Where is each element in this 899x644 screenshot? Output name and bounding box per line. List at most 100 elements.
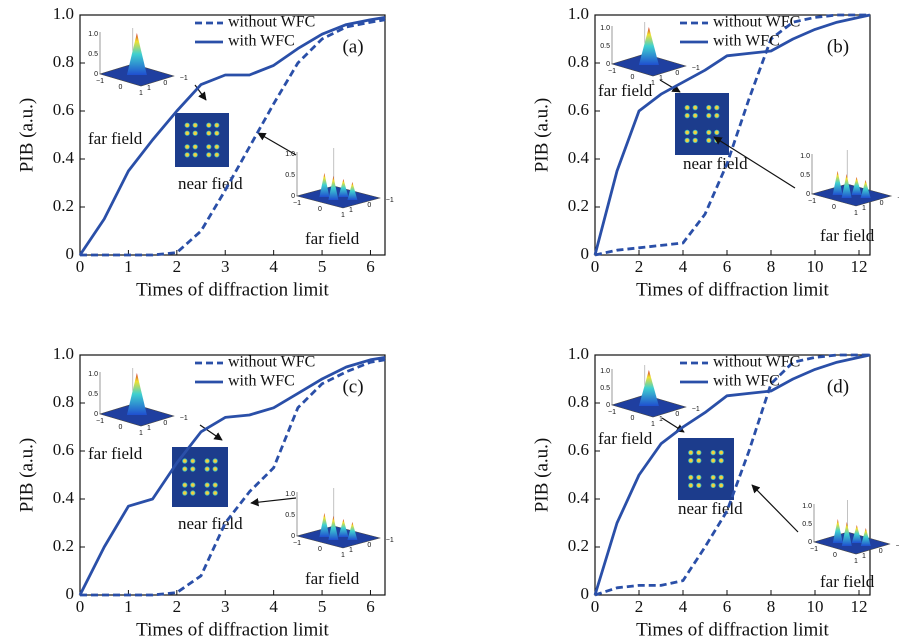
spot xyxy=(191,467,195,471)
spot xyxy=(693,138,697,142)
spot xyxy=(207,153,211,157)
inset-x-tick-label: 0 xyxy=(833,552,837,559)
inset-x-tick-label: −1 xyxy=(808,198,816,205)
inset-x-tick-label: 1 xyxy=(139,90,143,97)
near-field-image xyxy=(172,447,228,507)
spot xyxy=(213,467,217,471)
inset-z-tick-label: 1.0 xyxy=(600,368,610,375)
inset-peak xyxy=(639,370,659,406)
inset-x-tick-label: −1 xyxy=(810,546,818,553)
far-field-inset: 00.51.0−1−10011 xyxy=(88,28,188,97)
y-tick-label: 0.6 xyxy=(568,440,589,459)
inset-y-tick-label: 1 xyxy=(659,416,663,423)
spot xyxy=(185,153,189,157)
spot xyxy=(215,153,219,157)
legend-label: without WFC xyxy=(228,354,315,371)
inset-y-tick-label: 0 xyxy=(163,420,167,427)
inset-z-tick-label: 0 xyxy=(94,411,98,418)
inset-z-tick-label: 0.5 xyxy=(600,385,610,392)
spot xyxy=(213,491,217,495)
far-field-inset: 00.51.0−1−10011 xyxy=(802,500,899,565)
spot xyxy=(183,467,187,471)
inset-x-tick-label: 0 xyxy=(631,415,635,422)
inset-y-tick-label: 1 xyxy=(862,205,866,212)
spot xyxy=(193,123,197,127)
inset-x-tick-label: 0 xyxy=(119,424,123,431)
x-tick-label: 3 xyxy=(221,597,230,616)
inset-y-tick-label: 0 xyxy=(880,200,884,207)
inset-z-tick-label: 0 xyxy=(291,193,295,200)
x-axis-title: Times of diffraction limit xyxy=(136,619,329,640)
inset-y-tick-label: −1 xyxy=(386,537,394,544)
spot xyxy=(191,491,195,495)
y-tick-label: 0.6 xyxy=(53,440,74,459)
spot xyxy=(707,113,711,117)
y-axis-title: PIB (a.u.) xyxy=(16,98,37,172)
spot xyxy=(719,483,723,487)
y-tick-label: 0.4 xyxy=(53,488,75,507)
spot xyxy=(707,105,711,109)
inset-z-tick-label: 0.5 xyxy=(802,521,812,528)
x-tick-label: 4 xyxy=(679,597,688,616)
legend-label: with WFC xyxy=(228,33,295,50)
inset-z-tick-label: 0.5 xyxy=(800,172,810,179)
inset-peak xyxy=(833,171,843,195)
spot xyxy=(207,123,211,127)
inset-label: far field xyxy=(598,81,653,100)
y-tick-label: 0.8 xyxy=(568,52,589,71)
x-tick-label: 12 xyxy=(851,597,868,616)
spot xyxy=(711,450,715,454)
inset-x-tick-label: −1 xyxy=(96,418,104,425)
spot xyxy=(215,131,219,135)
spot xyxy=(685,105,689,109)
x-tick-label: 6 xyxy=(723,597,732,616)
spot xyxy=(183,483,187,487)
spot xyxy=(193,153,197,157)
spot xyxy=(685,130,689,134)
y-axis-title: PIB (a.u.) xyxy=(16,438,37,512)
inset-x-tick-label: −1 xyxy=(293,540,301,547)
inset-y-tick-label: 1 xyxy=(147,85,151,92)
y-tick-label: 0.6 xyxy=(568,100,589,119)
far-field-inset: 00.51.0−1−10011 xyxy=(600,365,700,428)
spot xyxy=(191,459,195,463)
y-tick-label: 0 xyxy=(581,244,590,263)
spot xyxy=(711,475,715,479)
series-line xyxy=(80,357,385,595)
inset-label: far field xyxy=(305,569,360,588)
spot xyxy=(719,475,723,479)
x-axis-title: Times of diffraction limit xyxy=(636,279,829,300)
y-tick-label: 0.2 xyxy=(568,196,589,215)
legend-label: without WFC xyxy=(713,354,800,371)
spot xyxy=(719,458,723,462)
y-tick-label: 0.4 xyxy=(568,148,590,167)
inset-x-tick-label: 1 xyxy=(854,210,858,217)
inset-y-tick-label: −1 xyxy=(386,197,394,204)
x-tick-label: 5 xyxy=(318,257,327,276)
inset-x-tick-label: 1 xyxy=(651,421,655,428)
inset-y-tick-label: 1 xyxy=(862,553,866,560)
arrow xyxy=(258,133,296,155)
inset-y-tick-label: 0 xyxy=(675,70,679,77)
near-field-image xyxy=(675,93,729,155)
figure: 0 12 3 4 5 6 0 0.2 0.4 0.6 0.8 1.0 Times of diffract… xyxy=(0,0,899,644)
inset-x-tick-label: 0 xyxy=(318,206,322,213)
spot xyxy=(207,131,211,135)
y-axis-title: PIB (a.u.) xyxy=(531,98,552,172)
inset-y-tick-label: −1 xyxy=(692,406,700,413)
inset-peak xyxy=(127,373,147,415)
inset-z-tick-label: 0 xyxy=(606,61,610,68)
inset-z-tick-label: 0 xyxy=(94,71,98,78)
inset-label: far field xyxy=(88,129,143,148)
inset-y-tick-label: 0 xyxy=(367,542,371,549)
spot xyxy=(707,130,711,134)
inset-x-tick-label: −1 xyxy=(293,200,301,207)
near-field-image xyxy=(678,438,734,500)
x-tick-label: 4 xyxy=(679,257,688,276)
spot xyxy=(193,131,197,135)
inset-y-tick-label: 0 xyxy=(367,202,371,209)
x-tick-label: 6 xyxy=(366,597,375,616)
inset-z-tick-label: 0.5 xyxy=(600,43,610,50)
